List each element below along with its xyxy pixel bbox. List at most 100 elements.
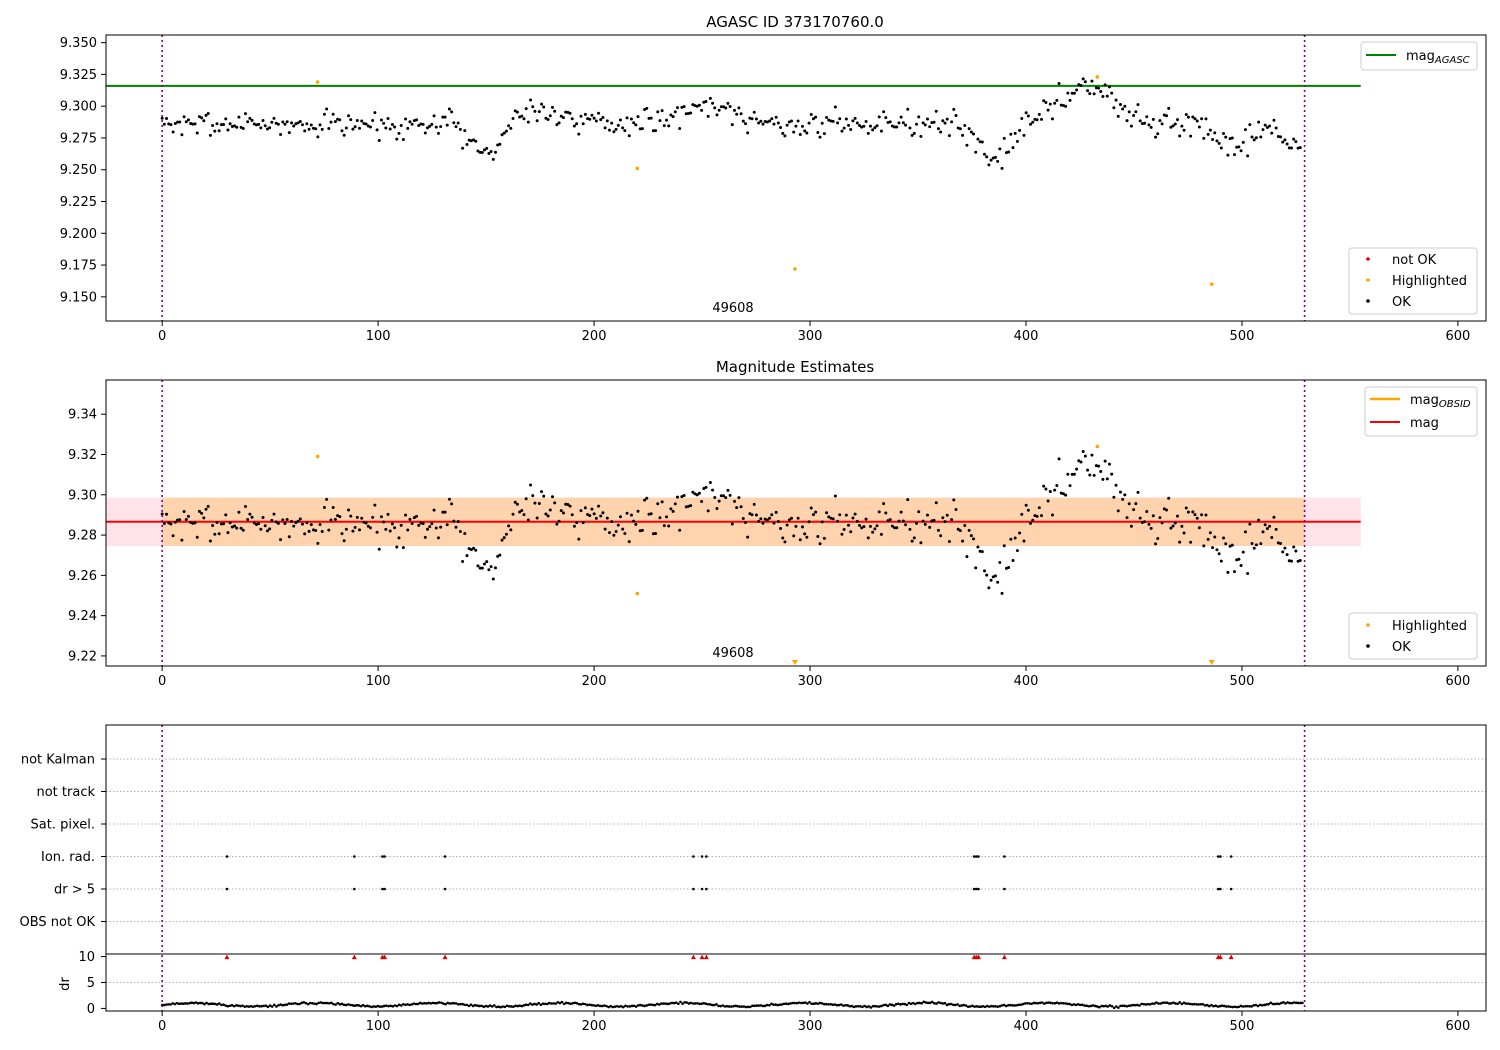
dr-point	[1203, 1004, 1207, 1007]
ok-point	[1101, 94, 1105, 98]
ok-point	[1125, 516, 1129, 520]
dr-point	[1121, 1004, 1124, 1008]
ok-point	[608, 128, 612, 132]
dr-point	[1286, 1001, 1289, 1004]
flag-point	[381, 887, 384, 891]
ok-point	[500, 133, 504, 137]
dr-point	[277, 1004, 280, 1007]
ok-point	[601, 511, 605, 515]
ok-point	[458, 127, 462, 131]
ok-point	[996, 580, 1000, 584]
ok-point	[524, 497, 528, 501]
ok-point	[382, 520, 386, 524]
ok-point	[610, 121, 614, 125]
ok-point	[963, 523, 967, 527]
dr-point	[1028, 1002, 1031, 1005]
ok-point	[877, 115, 881, 119]
ok-point	[182, 115, 186, 119]
ok-point	[1081, 450, 1085, 454]
dr-point	[780, 1003, 784, 1006]
ok-point	[603, 126, 607, 130]
ok-point	[1092, 92, 1096, 96]
dr-point	[1110, 1004, 1114, 1008]
ok-point	[1169, 526, 1173, 530]
ok-point	[1083, 80, 1087, 84]
dr-point	[655, 1002, 659, 1006]
ok-point	[704, 99, 708, 103]
ok-point	[270, 120, 274, 124]
ok-point	[836, 121, 840, 125]
ok-point	[436, 131, 440, 135]
ok-point	[1035, 118, 1039, 122]
dr-point	[713, 1003, 716, 1007]
ok-point	[533, 109, 537, 113]
x-tick-label: 300	[798, 674, 823, 689]
magnitude-panel-title: Magnitude Estimates	[716, 358, 874, 376]
ok-point	[667, 124, 671, 128]
ok-point	[649, 512, 653, 516]
dr-point	[1091, 1004, 1095, 1007]
dr-point	[205, 1001, 208, 1005]
dr-point	[539, 1003, 543, 1006]
dr-point	[905, 1003, 909, 1007]
dr-point	[571, 1002, 574, 1005]
dr-point	[509, 1005, 513, 1008]
dr-point	[319, 1001, 323, 1004]
ok-point	[222, 522, 226, 526]
dr-point	[1053, 1001, 1057, 1005]
ok-point	[540, 490, 544, 494]
ok-point	[1206, 132, 1210, 136]
dr-point	[450, 1001, 454, 1005]
ok-point	[316, 541, 320, 545]
dr-point	[393, 1004, 397, 1007]
dr-point	[1189, 1002, 1192, 1006]
ok-point	[851, 119, 855, 123]
dr-point	[861, 1005, 864, 1009]
ok-point	[1175, 118, 1179, 122]
ok-point	[246, 120, 250, 124]
ok-point	[851, 516, 855, 520]
ok-point	[211, 124, 215, 128]
dr-point	[336, 1001, 340, 1005]
ok-point	[1204, 513, 1208, 517]
ok-point	[1193, 117, 1197, 121]
ok-point	[842, 126, 846, 130]
dr-point	[1021, 1002, 1025, 1006]
ok-point	[857, 523, 861, 527]
ok-point	[511, 512, 515, 516]
dr-point	[784, 1002, 788, 1006]
ok-point	[443, 115, 447, 119]
ok-point	[627, 540, 631, 544]
ok-point	[1064, 104, 1068, 108]
ok-point	[292, 124, 296, 128]
ok-point	[465, 554, 469, 558]
y-tick-label: 9.26	[68, 569, 97, 584]
ok-point	[404, 513, 408, 517]
ok-point	[945, 117, 949, 121]
dr-point	[956, 1003, 959, 1006]
ok-point	[1090, 453, 1094, 457]
dr-point	[201, 1001, 204, 1005]
ok-point	[1029, 122, 1033, 126]
ok-point	[1086, 89, 1090, 93]
dr-point	[848, 1004, 852, 1008]
dr-point	[660, 1002, 663, 1005]
ok-point	[833, 494, 837, 498]
ok-point	[1022, 133, 1026, 137]
dr-point	[416, 1002, 420, 1006]
ok-point	[1026, 114, 1030, 118]
ok-point	[540, 102, 544, 106]
dr-point	[869, 1006, 873, 1009]
ok-point	[489, 150, 493, 154]
dr-point	[1146, 1002, 1150, 1006]
ok-point	[825, 511, 829, 515]
ok-point	[1226, 570, 1230, 574]
dr-point	[643, 1004, 646, 1008]
ok-point	[404, 117, 408, 121]
ok-point	[1048, 490, 1052, 494]
dr-point	[770, 1002, 773, 1006]
dr-point	[696, 1002, 699, 1005]
dr-y-tick-label: 10	[78, 950, 95, 965]
ok-point	[932, 518, 936, 522]
dr-point	[698, 1002, 701, 1006]
